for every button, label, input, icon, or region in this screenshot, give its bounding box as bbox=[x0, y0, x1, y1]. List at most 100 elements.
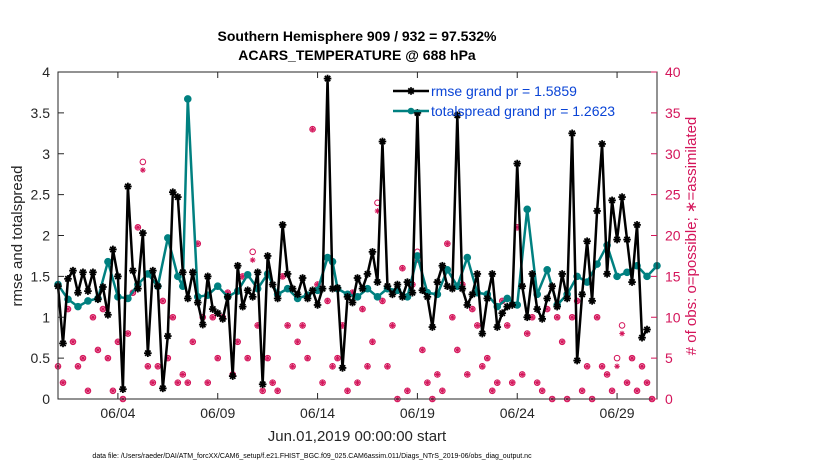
rmse-point bbox=[129, 266, 137, 275]
obs-assimilated-point bbox=[90, 314, 96, 321]
rmse-point-stroke bbox=[444, 282, 451, 290]
obs-assimilated-point-stroke bbox=[355, 380, 360, 385]
rmse-point bbox=[388, 290, 397, 299]
rmse-point-stroke bbox=[379, 138, 386, 145]
rmse-point bbox=[243, 286, 252, 295]
rmse-point bbox=[383, 282, 392, 290]
obs-assimilated-point-stroke bbox=[300, 323, 305, 328]
rmse-point bbox=[358, 284, 367, 293]
rmse-point bbox=[448, 284, 457, 293]
spread-point bbox=[183, 95, 192, 103]
obs-assimilated-point bbox=[479, 363, 486, 370]
obs-assimilated-point bbox=[634, 388, 640, 394]
spread-point bbox=[174, 272, 182, 281]
obs-assimilated-point bbox=[624, 379, 630, 386]
obs-assimilated-point-stroke bbox=[190, 339, 196, 345]
rmse-point bbox=[558, 270, 566, 278]
rmse-point-stroke bbox=[608, 197, 616, 204]
rmse-point bbox=[178, 268, 187, 277]
rmse-point-stroke bbox=[613, 236, 621, 243]
rmse-point bbox=[348, 298, 357, 307]
obs-assimilated-point bbox=[464, 371, 471, 378]
rmse-point-stroke bbox=[194, 299, 202, 306]
obs-assimilated-point-stroke bbox=[325, 298, 330, 304]
rmse-point-stroke bbox=[124, 183, 132, 190]
rmse-point-stroke bbox=[209, 305, 217, 313]
rmse-point bbox=[643, 325, 651, 334]
rmse-point bbox=[258, 380, 267, 389]
rmse-point-stroke bbox=[384, 282, 391, 290]
rmse-point-stroke bbox=[588, 297, 596, 305]
rmse-point bbox=[403, 278, 412, 286]
legend-rmse-marker bbox=[407, 87, 415, 95]
rmse-point-stroke bbox=[493, 323, 501, 331]
rmse-point bbox=[608, 196, 616, 205]
rmse-point bbox=[533, 305, 541, 313]
rmse-point-stroke bbox=[618, 193, 626, 201]
rmse-point-stroke bbox=[164, 332, 172, 340]
rmse-point-stroke bbox=[144, 349, 152, 357]
rmse-point bbox=[578, 290, 586, 299]
obs-possible-point bbox=[613, 354, 621, 362]
rmse-point-stroke bbox=[364, 270, 371, 278]
obs-assimilated-point bbox=[579, 388, 585, 394]
rmse-point bbox=[588, 297, 596, 305]
rmse-point bbox=[263, 252, 272, 260]
y-axis-label-right: # of obs: o=possible; ∗=assimilated bbox=[683, 117, 700, 356]
obs-assimilated-point-stroke bbox=[454, 347, 460, 353]
rmse-point bbox=[488, 270, 497, 278]
rmse-point-stroke bbox=[139, 229, 147, 237]
spread-point bbox=[523, 205, 532, 214]
y-tick-label: 4 bbox=[42, 64, 50, 80]
rmse-point bbox=[458, 284, 467, 293]
y-tick-label: 0 bbox=[42, 391, 50, 407]
rmse-point bbox=[114, 272, 122, 281]
y-tick-label: 1.5 bbox=[31, 268, 51, 284]
rmse-point bbox=[323, 74, 332, 83]
rmse-point-stroke bbox=[623, 236, 631, 243]
y-right-tick-label: 25 bbox=[665, 187, 681, 203]
rmse-point-stroke bbox=[478, 330, 486, 337]
obs-assimilated-point bbox=[484, 355, 491, 361]
rmse-point bbox=[483, 294, 492, 303]
rmse-point-stroke bbox=[179, 268, 187, 276]
obs-assimilated-point-stroke bbox=[215, 355, 221, 361]
obs-assimilated-point-stroke bbox=[604, 372, 610, 377]
rmse-point-stroke bbox=[473, 270, 481, 278]
rmse-point bbox=[433, 278, 442, 286]
rmse-point-stroke bbox=[279, 221, 286, 229]
rmse-point-stroke bbox=[314, 301, 321, 309]
rmse-point bbox=[453, 111, 462, 120]
x-tick-label: 06/14 bbox=[300, 405, 335, 421]
rmse-point bbox=[253, 268, 262, 277]
rmse-point-stroke bbox=[274, 295, 281, 302]
obs-assimilated-point bbox=[539, 388, 545, 394]
rmse-point bbox=[308, 286, 317, 295]
rmse-point-stroke bbox=[129, 267, 137, 274]
obs-assimilated-point bbox=[609, 388, 615, 394]
obs-assimilated-point-stroke bbox=[345, 388, 350, 394]
obs-assimilated-point-stroke bbox=[260, 388, 265, 394]
legend-rmse-star bbox=[407, 87, 415, 95]
obs-assimilated-point-stroke bbox=[579, 388, 585, 394]
legend-rmse-star-stroke bbox=[407, 87, 415, 95]
rmse-point bbox=[543, 294, 551, 303]
rmse-point-stroke bbox=[603, 270, 611, 278]
obs-assimilated-point-stroke bbox=[435, 372, 440, 377]
obs-assimilated-point bbox=[179, 371, 186, 378]
obs-assimilated-point-stroke bbox=[489, 388, 495, 394]
obs-assimilated-point-stroke bbox=[524, 331, 530, 336]
rmse-point bbox=[293, 290, 302, 299]
rmse-point bbox=[303, 294, 312, 303]
obs-assimilated-point-stroke bbox=[474, 323, 480, 328]
rmse-point bbox=[84, 287, 92, 295]
chart-title-line1: Southern Hemisphere 909 / 932 = 97.532% bbox=[218, 28, 498, 44]
rmse-point bbox=[144, 349, 152, 358]
obs-assimilated-point-stroke bbox=[445, 241, 450, 247]
rmse-point bbox=[213, 309, 222, 317]
obs-assimilated-point-stroke bbox=[494, 380, 500, 385]
rmse-point-stroke bbox=[643, 326, 651, 333]
obs-assimilated-point bbox=[489, 388, 496, 394]
obs-assimilated-point-stroke bbox=[210, 314, 216, 320]
obs-assimilated-point bbox=[264, 355, 271, 361]
